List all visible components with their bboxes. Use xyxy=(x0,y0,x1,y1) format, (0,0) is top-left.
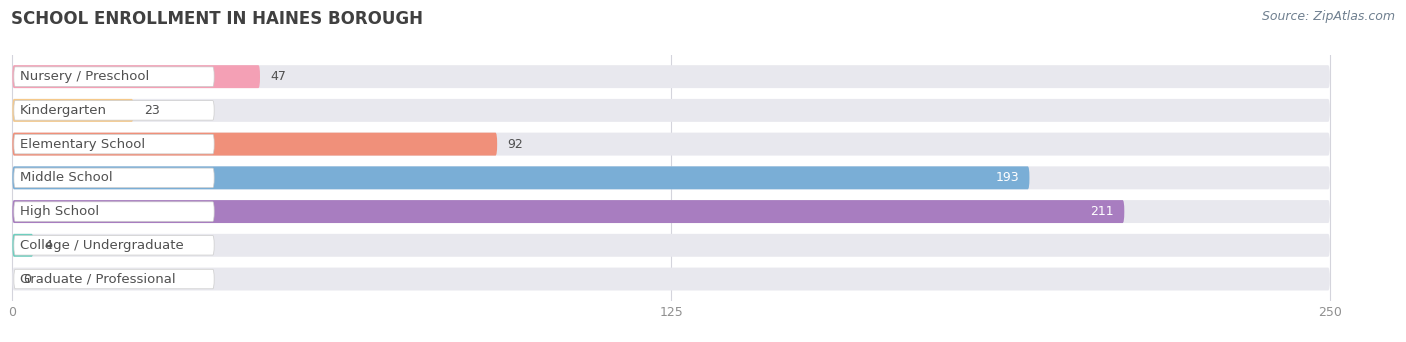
FancyBboxPatch shape xyxy=(13,200,1125,223)
FancyBboxPatch shape xyxy=(13,166,1029,189)
FancyBboxPatch shape xyxy=(13,65,260,88)
Text: 47: 47 xyxy=(270,70,287,83)
FancyBboxPatch shape xyxy=(14,134,214,154)
Text: 4: 4 xyxy=(44,239,52,252)
Text: Nursery / Preschool: Nursery / Preschool xyxy=(20,70,149,83)
Text: 193: 193 xyxy=(995,171,1019,184)
Text: SCHOOL ENROLLMENT IN HAINES BOROUGH: SCHOOL ENROLLMENT IN HAINES BOROUGH xyxy=(11,10,423,28)
Text: Source: ZipAtlas.com: Source: ZipAtlas.com xyxy=(1261,10,1395,23)
Text: College / Undergraduate: College / Undergraduate xyxy=(20,239,184,252)
FancyBboxPatch shape xyxy=(14,269,214,289)
Text: Middle School: Middle School xyxy=(20,171,112,184)
FancyBboxPatch shape xyxy=(13,200,1330,223)
FancyBboxPatch shape xyxy=(14,101,214,120)
FancyBboxPatch shape xyxy=(13,99,134,122)
Text: 0: 0 xyxy=(22,273,31,286)
FancyBboxPatch shape xyxy=(14,236,214,255)
Text: 211: 211 xyxy=(1090,205,1114,218)
FancyBboxPatch shape xyxy=(13,166,1330,189)
FancyBboxPatch shape xyxy=(13,267,1330,290)
FancyBboxPatch shape xyxy=(13,133,498,156)
FancyBboxPatch shape xyxy=(13,133,1330,156)
FancyBboxPatch shape xyxy=(13,234,34,257)
FancyBboxPatch shape xyxy=(14,202,214,221)
FancyBboxPatch shape xyxy=(13,234,1330,257)
Text: 23: 23 xyxy=(143,104,160,117)
Text: Kindergarten: Kindergarten xyxy=(20,104,107,117)
Text: 92: 92 xyxy=(508,137,523,150)
FancyBboxPatch shape xyxy=(13,65,1330,88)
FancyBboxPatch shape xyxy=(14,67,214,87)
FancyBboxPatch shape xyxy=(14,168,214,188)
FancyBboxPatch shape xyxy=(13,99,1330,122)
Text: High School: High School xyxy=(20,205,100,218)
Text: Graduate / Professional: Graduate / Professional xyxy=(20,273,176,286)
Text: Elementary School: Elementary School xyxy=(20,137,145,150)
